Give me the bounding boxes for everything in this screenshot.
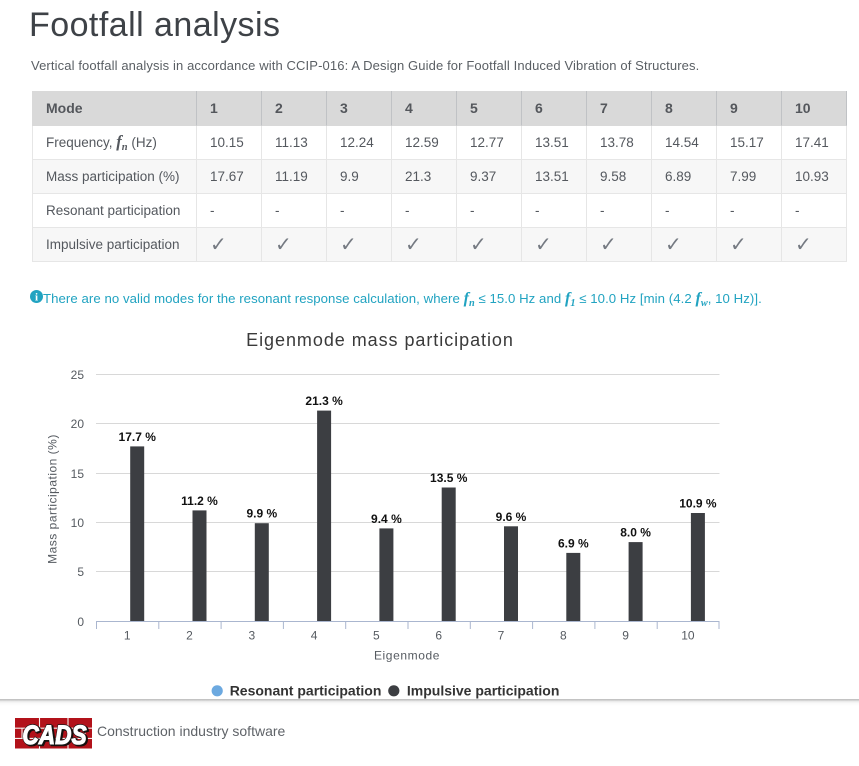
svg-text:1: 1 xyxy=(124,629,131,643)
svg-text:4: 4 xyxy=(311,629,318,643)
svg-text:8: 8 xyxy=(560,629,567,643)
svg-text:11.2 %: 11.2 % xyxy=(181,494,218,508)
svg-text:2: 2 xyxy=(186,629,193,643)
svg-text:17.7 %: 17.7 % xyxy=(119,430,157,444)
svg-text:Eigenmode: Eigenmode xyxy=(374,648,440,662)
svg-text:10.9 %: 10.9 % xyxy=(679,497,717,511)
svg-text:Eigenmode mass participation: Eigenmode mass participation xyxy=(246,330,514,350)
svg-text:CADS: CADS xyxy=(22,720,87,749)
svg-text:CADS: CADS xyxy=(24,721,89,749)
svg-text:25: 25 xyxy=(71,368,85,382)
svg-text:6: 6 xyxy=(435,629,442,643)
svg-text:3: 3 xyxy=(248,629,255,643)
svg-text:Impulsive participation: Impulsive participation xyxy=(407,683,559,699)
svg-text:Mass participation (%): Mass participation (%) xyxy=(46,434,60,564)
svg-text:7: 7 xyxy=(498,629,505,643)
svg-text:20: 20 xyxy=(71,417,85,431)
svg-text:15: 15 xyxy=(71,467,85,481)
svg-text:5: 5 xyxy=(373,629,380,643)
svg-text:9.6 %: 9.6 % xyxy=(496,510,527,524)
svg-text:0: 0 xyxy=(77,615,84,629)
svg-text:9.4 %: 9.4 % xyxy=(371,512,402,526)
svg-text:Resonant participation: Resonant participation xyxy=(230,683,382,699)
svg-text:i: i xyxy=(35,291,38,303)
svg-text:10: 10 xyxy=(681,629,695,643)
svg-text:6.9 %: 6.9 % xyxy=(558,536,589,550)
svg-text:9.9 %: 9.9 % xyxy=(246,507,277,521)
svg-text:13.5 %: 13.5 % xyxy=(430,471,468,485)
svg-text:8.0 %: 8.0 % xyxy=(620,526,651,540)
svg-text:CADS: CADS xyxy=(22,720,87,749)
svg-text:10: 10 xyxy=(71,516,85,530)
svg-text:21.3 %: 21.3 % xyxy=(305,394,343,408)
svg-text:5: 5 xyxy=(77,565,84,579)
svg-text:9: 9 xyxy=(622,629,629,643)
